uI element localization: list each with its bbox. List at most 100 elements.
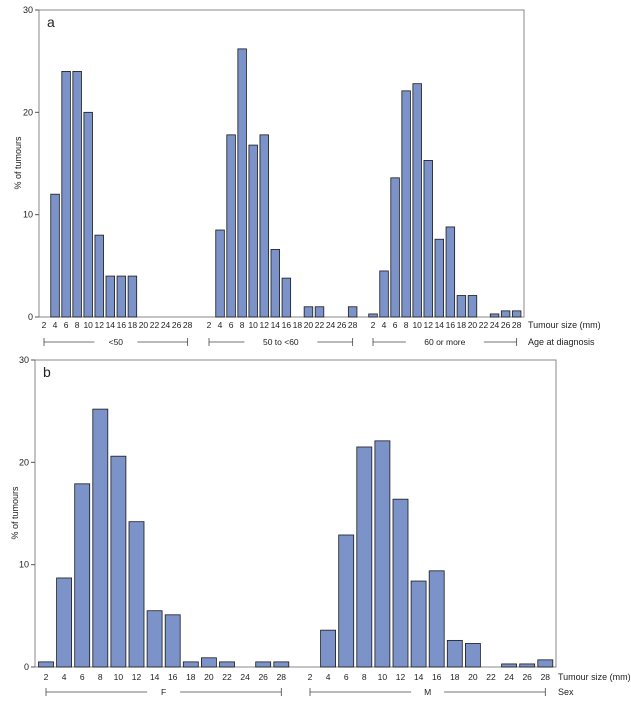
x-tick-label-a-g0-c7: 16: [117, 320, 127, 330]
bar-a-g2-c5: [423, 160, 433, 318]
bar-b-g1-c9: [464, 643, 481, 668]
bar-a-g0-c5: [94, 234, 104, 318]
bar-b-g0-c8: [182, 661, 199, 668]
x-tick-label-b-g1-c0: 2: [308, 672, 313, 682]
bar-a-g1-c5: [259, 134, 269, 318]
group-label-b-0: F: [161, 687, 166, 697]
group-label-b-1: M: [424, 687, 431, 697]
x-tick-label-b-g0-c4: 10: [114, 672, 124, 682]
bars-b: [38, 408, 554, 668]
bar-b-g1-c7: [428, 570, 445, 668]
x-tick-label-a-g1-c13: 28: [348, 320, 358, 330]
bars-a: [50, 48, 522, 318]
y-axis-a: 0 10 20 30: [23, 5, 39, 322]
bar-b-g1-c8: [446, 639, 463, 668]
bar-a-g0-c8: [127, 275, 138, 318]
x-tick-label-a-g2-c3: 8: [404, 320, 409, 330]
x-tick-label-a-g0-c11: 24: [161, 320, 171, 330]
x-axis-title-a: Tumour size (mm): [528, 320, 601, 330]
x-tick-label-b-g0-c6: 14: [150, 672, 160, 682]
bar-a-g2-c3: [401, 90, 411, 318]
plot-frame-b: [34, 359, 557, 668]
x-tick-label-b-g1-c11: 24: [504, 672, 514, 682]
bar-a-g2-c7: [445, 226, 456, 318]
x-tick-label-a-g2-c0: 2: [371, 320, 376, 330]
x-tick-label-a-g0-c10: 22: [150, 320, 160, 330]
bar-b-g1-c13: [537, 659, 554, 668]
bar-b-g1-c3: [356, 446, 373, 668]
plot-frame-a: [38, 9, 525, 318]
group-label-a-2: 60 or more: [424, 337, 465, 347]
x-tick-label-b-g0-c13: 28: [277, 672, 287, 682]
x-axis-title-b: Tumour size (mm): [558, 672, 631, 682]
x-tick-label-b-g1-c5: 12: [396, 672, 406, 682]
bar-b-g1-c1: [320, 629, 337, 668]
bar-a-g1-c4: [248, 144, 258, 318]
y-tick-label-b-3: 30: [19, 355, 29, 365]
x-tick-label-a-g2-c10: 22: [479, 320, 489, 330]
bar-a-g1-c9: [303, 306, 314, 318]
x-tick-label-a-g1-c2: 6: [229, 320, 234, 330]
x-tick-label-a-g1-c3: 8: [240, 320, 245, 330]
y-tick-label-b-1: 10: [19, 560, 29, 570]
x-tick-label-a-g2-c7: 16: [446, 320, 456, 330]
y-tick-label-b-2: 20: [19, 457, 29, 467]
bar-a-g0-c6: [105, 275, 116, 318]
x-tick-label-a-g0-c12: 26: [172, 320, 182, 330]
bar-b-g1-c5: [392, 498, 409, 668]
x-tick-labels-b: 2 4 6 8 10 12 14 16 18 20 22 24 26 28 2 4 6 8 10 12 14 16 18 20…: [44, 672, 551, 682]
x-tick-label-b-g1-c3: 8: [362, 672, 367, 682]
bar-b-g0-c13: [273, 661, 290, 668]
bar-b-g1-c11: [501, 663, 518, 668]
bar-b-g1-c2: [338, 534, 355, 668]
y-axis-title-b: % of tumours: [10, 486, 20, 540]
x-tick-label-a-g0-c2: 6: [64, 320, 69, 330]
bar-a-g2-c0: [368, 313, 378, 318]
bar-a-g2-c9: [467, 295, 478, 318]
y-tick-label-a-2: 20: [23, 107, 33, 117]
bar-a-g2-c4: [412, 83, 422, 318]
x-tick-label-a-g1-c4: 10: [248, 320, 258, 330]
x-tick-label-a-g1-c12: 26: [337, 320, 347, 330]
x-tick-label-b-g1-c9: 20: [468, 672, 478, 682]
x-tick-label-a-g0-c4: 10: [83, 320, 93, 330]
bar-a-g1-c13: [347, 306, 358, 318]
x-tick-label-a-g1-c10: 22: [315, 320, 325, 330]
x-tick-label-a-g2-c12: 26: [501, 320, 511, 330]
bar-b-g1-c12: [519, 663, 536, 668]
x-tick-label-b-g1-c2: 6: [344, 672, 349, 682]
bar-a-g2-c11: [489, 313, 500, 318]
x-tick-label-a-g1-c11: 24: [326, 320, 336, 330]
x-tick-label-b-g1-c4: 10: [378, 672, 388, 682]
group-brackets-a: <50 50 to <60 60 or more: [43, 337, 518, 347]
group-axis-title-b: Sex: [558, 687, 574, 697]
x-tick-label-a-g0-c0: 2: [42, 320, 47, 330]
x-tick-label-a-g2-c2: 6: [393, 320, 398, 330]
bar-b-g0-c4: [110, 455, 127, 668]
bar-a-g2-c12: [500, 310, 511, 318]
bar-a-g2-c1: [379, 270, 389, 318]
x-tick-label-a-g0-c13: 28: [183, 320, 193, 330]
x-tick-label-b-g0-c2: 6: [80, 672, 85, 682]
x-tick-label-a-g2-c5: 12: [424, 320, 434, 330]
panel-label-a: a: [47, 14, 55, 30]
x-tick-label-b-g1-c1: 4: [326, 672, 331, 682]
bar-a-g0-c7: [116, 275, 127, 318]
y-axis-title-a: % of tumours: [13, 136, 23, 190]
bar-b-g0-c6: [146, 610, 163, 668]
y-tick-label-a-1: 10: [23, 210, 33, 220]
group-label-a-0: <50: [109, 337, 124, 347]
x-tick-label-a-g2-c6: 14: [435, 320, 445, 330]
bar-a-g0-c4: [83, 111, 93, 318]
y-tick-label-a-0: 0: [28, 312, 33, 322]
bar-a-g0-c2: [61, 71, 71, 318]
panel-label-b: b: [43, 364, 51, 380]
x-tick-label-b-g0-c9: 20: [204, 672, 214, 682]
bar-a-g1-c10: [314, 306, 325, 318]
x-tick-label-a-g2-c4: 10: [412, 320, 422, 330]
x-tick-label-a-g1-c8: 18: [293, 320, 303, 330]
x-tick-label-b-g0-c3: 8: [98, 672, 103, 682]
x-tick-labels-a: 2 4 6 8 10 12 14 16 18 20 22 24 26 28 2 4 6 8 10 12 14 16 18 20…: [42, 320, 522, 330]
x-tick-label-a-g0-c8: 18: [128, 320, 138, 330]
